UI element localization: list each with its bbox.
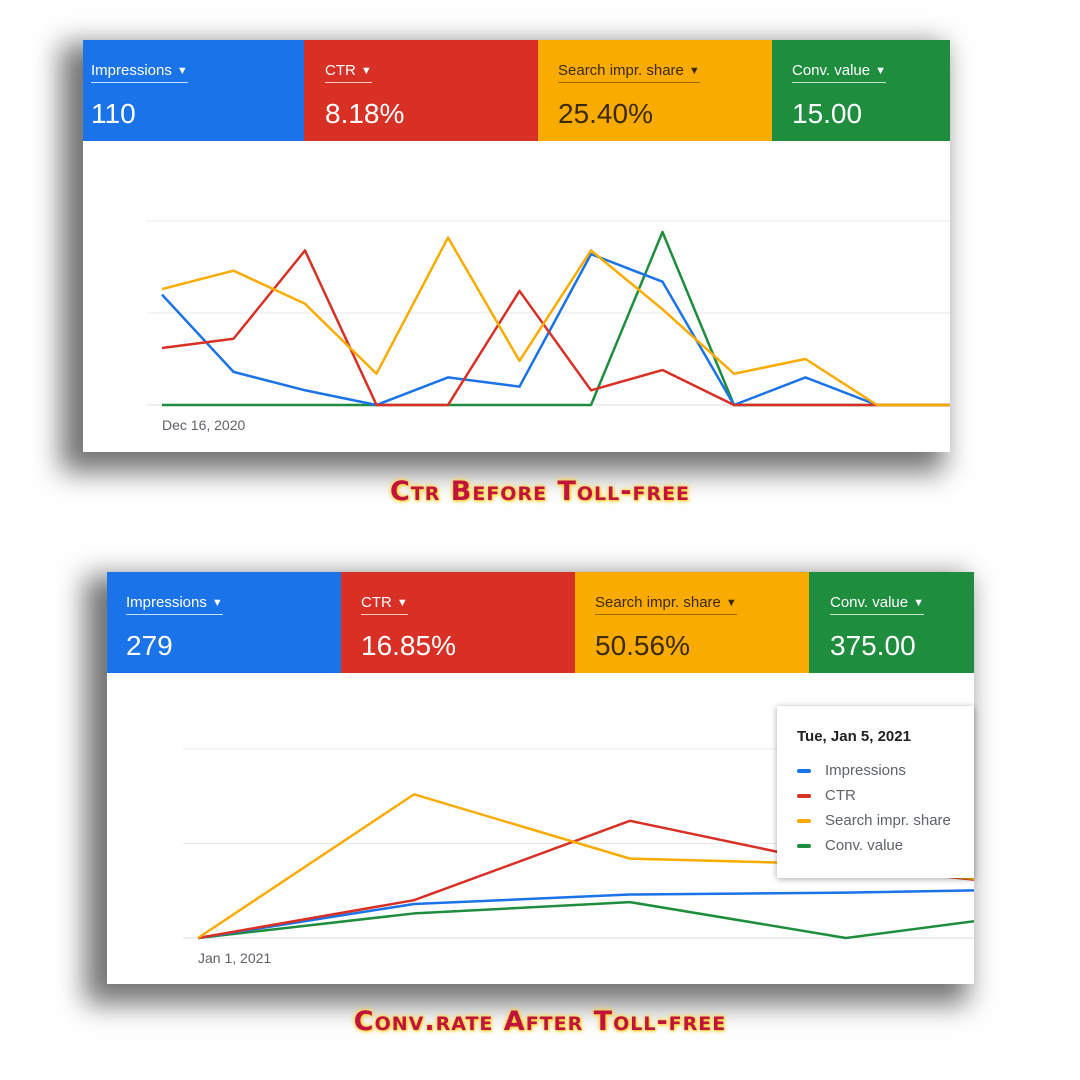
chart-grid [147,220,950,406]
caret-down-icon: ▼ [211,597,223,609]
x-axis-start-label: Dec 16, 2020 [162,417,245,433]
metric-card-ctr[interactable]: CTR ▼ 8.18% [304,40,538,141]
x-axis-start-label: Jan 1, 2021 [198,950,271,966]
caret-down-icon: ▼ [176,65,188,77]
metric-value-search-impr-share: 50.56% [595,630,690,661]
line-chart-after: Jan 1, 2021 [183,748,974,966]
metric-value-ctr: 8.18% [325,98,405,129]
metric-value-conv-value: 15.00 [792,98,863,129]
tooltip-date: Tue, Jan 5, 2021 [797,728,911,745]
series-line-search-impr-share[interactable] [161,236,950,407]
caret-down-icon: ▼ [360,65,372,77]
line-chart-before: Dec 16, 2020 [147,220,950,433]
metric-card-conv-value[interactable]: Conv. value ▼ 15.00 [772,40,950,141]
metric-row: Impressions ▼ 110 CTR ▼ 8.18% Search impr.… [83,40,950,141]
metric-value-ctr: 16.85% [361,630,456,661]
caption-before: Ctr Before Toll-free [389,476,691,507]
tooltip-item-ctr: CTR [797,783,974,808]
series-line-ctr[interactable] [161,249,950,407]
chart-tooltip: Tue, Jan 5, 2021 Impressions CTR Search … [777,706,974,878]
metric-label-ctr[interactable]: CTR ▼ [325,62,372,83]
tooltip-item-conv-value: Conv. value [797,833,974,858]
series-line-impressions[interactable] [197,889,974,940]
metric-row: Impressions ▼ 279 CTR ▼ 16.85% Search impr… [107,572,974,673]
metric-label-search-impr-share[interactable]: Search impr. share ▼ [595,594,737,615]
metric-value-conv-value: 375.00 [830,630,916,661]
caret-down-icon: ▼ [396,597,408,609]
metric-label-conv-value[interactable]: Conv. value ▼ [830,594,924,615]
metric-card-search-impr-share[interactable]: Search impr. share ▼ 50.56% [575,572,809,673]
metric-label-impressions[interactable]: Impressions ▼ [91,62,188,83]
legend-swatch-ctr [797,793,811,798]
chart-lines [161,230,950,407]
tooltip-item-search-impr-share: Search impr. share [797,808,974,833]
metric-value-impressions: 279 [126,630,173,661]
legend-swatch-search-impr-share [797,818,811,823]
metric-value-search-impr-share: 25.40% [558,98,653,129]
caption-after: Conv.rate After Toll-free [353,1006,727,1037]
metric-value-impressions: 110 [91,98,136,129]
metric-label-conv-value[interactable]: Conv. value ▼ [792,62,886,83]
metric-card-search-impr-share[interactable]: Search impr. share ▼ 25.40% [538,40,772,141]
metric-label-impressions[interactable]: Impressions ▼ [126,594,223,615]
chart-card-after: Impressions ▼ 279 CTR ▼ 16.85% Search impr… [107,572,974,984]
series-line-impressions[interactable] [161,252,950,407]
metric-card-conv-value[interactable]: Conv. value ▼ 375.00 [809,572,974,673]
tooltip-item-impressions: Impressions [797,758,974,783]
caret-down-icon: ▼ [725,597,737,609]
metric-label-ctr[interactable]: CTR ▼ [361,594,408,615]
metric-card-impressions[interactable]: Impressions ▼ 279 [107,572,341,673]
legend-swatch-conv-value [797,843,811,848]
metric-card-ctr[interactable]: CTR ▼ 16.85% [341,572,575,673]
series-line-conv-value[interactable] [197,900,974,940]
metric-card-impressions[interactable]: Impressions ▼ 110 [83,40,304,141]
caret-down-icon: ▼ [913,597,924,609]
metric-label-search-impr-share[interactable]: Search impr. share ▼ [558,62,700,83]
chart-card-before: Impressions ▼ 110 CTR ▼ 8.18% Search impr.… [83,40,950,452]
legend-swatch-impressions [797,768,811,773]
caret-down-icon: ▼ [875,65,886,77]
caret-down-icon: ▼ [688,65,700,77]
